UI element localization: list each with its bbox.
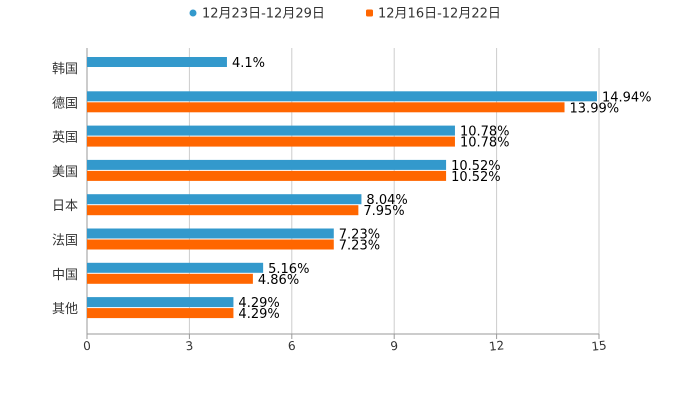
legend-label-series-2[interactable]: 12月16日-12月22日 xyxy=(378,7,501,22)
value-label-series-2: 7.95% xyxy=(363,204,404,219)
value-label-series-1: 8.04% xyxy=(366,193,407,208)
category-label: 中国 xyxy=(52,268,78,283)
legend-marker-series-2[interactable] xyxy=(366,9,373,17)
bar-series-2-其他[interactable] xyxy=(87,308,234,319)
bar-series-2-德国[interactable] xyxy=(87,102,565,113)
tick-label-6: 6 xyxy=(287,339,296,354)
bar-series-2-法国[interactable] xyxy=(87,239,334,250)
x-axis-ticks: 0 3 6 9 12 15 xyxy=(82,334,607,354)
value-label-series-2: 10.78% xyxy=(460,136,510,151)
tick-label-9: 9 xyxy=(390,339,399,354)
value-label-series-1: 14.94% xyxy=(602,90,652,105)
category-label: 其他 xyxy=(52,302,78,317)
bar-series-2-日本[interactable] xyxy=(87,205,359,216)
category-label: 英国 xyxy=(52,131,78,146)
tick-label-15: 15 xyxy=(591,338,608,354)
bar-series-1-英国[interactable] xyxy=(87,125,455,136)
tick-label-3: 3 xyxy=(185,339,194,354)
value-label-series-2: 13.99% xyxy=(570,101,620,116)
value-labels: 4.1% 14.94%13.99% 10.78%10.78% 10.52%10.52%… xyxy=(232,56,652,322)
bar-series-1-韩国[interactable] xyxy=(87,57,227,67)
value-label-series-1: 5.16% xyxy=(268,262,309,277)
tick-label-0: 0 xyxy=(82,339,91,354)
category-label: 韩国 xyxy=(52,62,78,77)
category-label: 日本 xyxy=(52,199,78,214)
bar-series-1-德国[interactable] xyxy=(87,91,597,102)
bar-series-1-中国[interactable] xyxy=(87,262,264,273)
bar-series-1-日本[interactable] xyxy=(87,194,362,205)
category-label: 法国 xyxy=(52,234,78,249)
value-label-series-1: 4.1% xyxy=(232,56,265,71)
tick-label-12: 12 xyxy=(488,338,505,354)
grid xyxy=(86,48,600,335)
bar-series-2-英国[interactable] xyxy=(87,136,455,147)
category-label: 德国 xyxy=(52,96,78,111)
bar-series-1-法国[interactable] xyxy=(87,228,334,239)
value-label-series-2: 7.23% xyxy=(339,239,380,254)
legend: 12月23日-12月29日 12月16日-12月22日 xyxy=(189,7,501,22)
legend-marker-series-1[interactable] xyxy=(189,9,197,17)
bar-series-1-美国[interactable] xyxy=(87,159,447,170)
bar-series-2-美国[interactable] xyxy=(87,170,447,181)
bar-series-2-中国[interactable] xyxy=(87,273,253,284)
value-label-series-1: 4.29% xyxy=(238,296,279,311)
category-label: 美国 xyxy=(52,165,78,180)
value-label-series-2: 4.86% xyxy=(258,273,299,288)
value-label-series-2: 4.29% xyxy=(238,307,279,322)
legend-label-series-1[interactable]: 12月23日-12月29日 xyxy=(202,7,325,22)
value-label-series-1: 10.78% xyxy=(460,125,510,140)
value-label-series-1: 7.23% xyxy=(339,228,380,243)
bars xyxy=(87,57,597,319)
bar-series-1-其他[interactable] xyxy=(87,297,234,308)
value-label-series-1: 10.52% xyxy=(451,159,501,174)
value-label-series-2: 10.52% xyxy=(451,170,501,185)
